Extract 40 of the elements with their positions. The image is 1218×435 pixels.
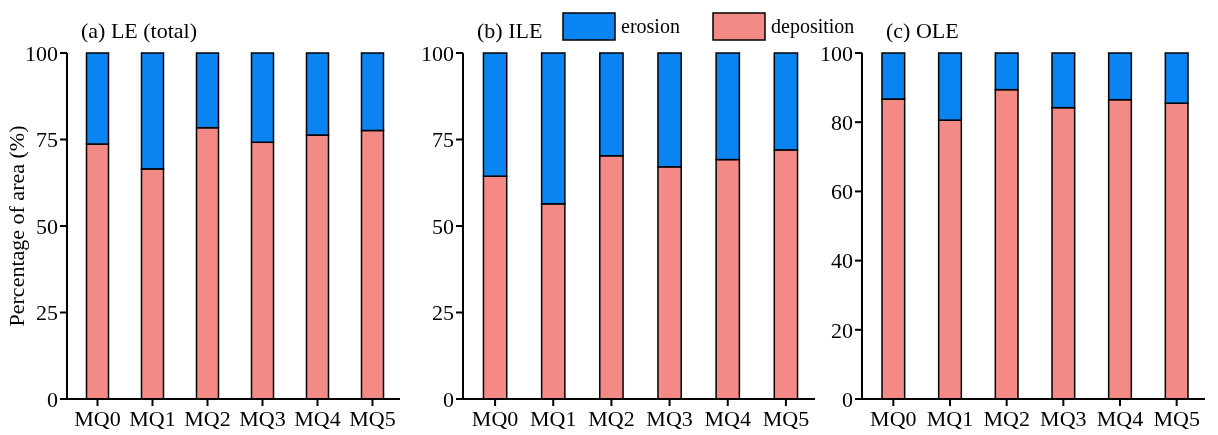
y-tick-label: 50: [36, 213, 58, 239]
y-tick-label: 80: [831, 109, 853, 135]
legend-label: deposition: [771, 15, 855, 38]
chart-title: (c) OLE: [886, 18, 959, 43]
x-tick-label: MQ0: [870, 406, 917, 431]
x-tick-label: MQ5: [349, 406, 396, 431]
y-axis-title: Percentage of area (%): [4, 125, 29, 327]
x-tick-label: MQ4: [294, 406, 341, 431]
chart-title: (b) ILE: [477, 18, 543, 43]
y-tick-label: 100: [820, 40, 853, 66]
legend-label: erosion: [621, 15, 680, 37]
x-tick-label: MQ4: [704, 406, 751, 431]
chart-title: (a) LE (total): [81, 18, 198, 43]
y-tick-label: 0: [443, 386, 454, 412]
y-tick-label: 0: [842, 386, 853, 412]
y-tick-label: 100: [25, 40, 58, 66]
x-tick-label: MQ5: [1153, 406, 1200, 431]
y-tick-label: 0: [47, 386, 58, 412]
x-tick-label: MQ3: [1040, 406, 1087, 431]
x-tick-label: MQ4: [1096, 406, 1144, 431]
x-tick-label: MQ1: [129, 406, 176, 431]
x-tick-label: MQ0: [74, 406, 121, 431]
y-tick-label: 100: [421, 40, 454, 66]
x-tick-label: MQ1: [926, 406, 974, 431]
y-tick-label: 25: [36, 300, 58, 326]
y-tick-label: 75: [432, 127, 454, 153]
x-tick-label: MQ0: [471, 406, 519, 431]
x-tick-label: MQ3: [646, 406, 693, 431]
y-tick-label: 75: [36, 127, 58, 153]
y-tick-label: 50: [432, 213, 454, 239]
y-tick-label: 25: [432, 300, 454, 326]
y-tick-label: 20: [831, 317, 853, 343]
x-tick-label: MQ5: [762, 406, 810, 431]
y-tick-label: 60: [831, 179, 853, 205]
x-tick-label: MQ2: [983, 406, 1030, 431]
x-tick-label: MQ3: [239, 406, 286, 431]
y-tick-label: 40: [831, 248, 853, 274]
x-tick-label: MQ2: [184, 406, 231, 431]
x-tick-label: MQ2: [588, 406, 635, 431]
x-tick-label: MQ1: [530, 406, 577, 431]
